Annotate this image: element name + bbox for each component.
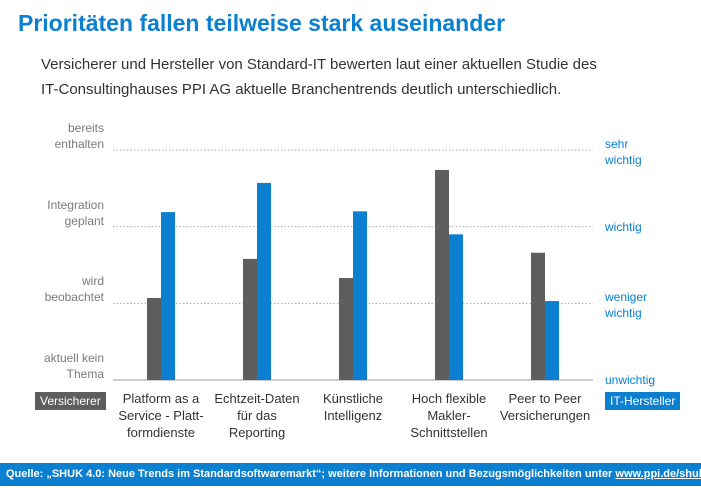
x-tick-label: Echtzeit-Daten für das Reporting [214, 391, 300, 440]
bar [161, 212, 175, 380]
bar [545, 301, 559, 380]
bar [257, 182, 271, 380]
source: Quelle: „SHUK 4.0: Neue Trends im Standa… [6, 468, 613, 480]
x-tick-label: Peer to Peer Versicherungen [499, 391, 591, 423]
y-tick-label: wird beobachtet [44, 274, 104, 305]
bar [353, 211, 367, 380]
y-tick-label: Integration geplant [47, 197, 104, 228]
y2-tick-label: sehr wichtig [605, 137, 642, 167]
y2-tick-label: wichtig [605, 219, 642, 234]
chart-title: Prioritäten fallen teilweise stark ausei… [18, 10, 506, 36]
legend-entry: Versicherer [35, 392, 106, 410]
y2-tick-label: weniger wichtig [605, 290, 648, 321]
y2-tick-label: unwichtig [605, 373, 656, 387]
y-tick-label: aktuell kein Thema [43, 351, 104, 381]
bar [435, 169, 449, 380]
bar [339, 278, 353, 380]
x-tick-label: Hoch flexible Makler- Schnittstellen [410, 391, 488, 440]
bar [531, 252, 545, 380]
bar [243, 258, 257, 380]
bar [147, 297, 161, 380]
x-tick-label: Platform as a Service - Platt- formdiens… [118, 391, 204, 440]
y-tick-label: bereits enthalten [54, 121, 104, 151]
legend-entry: IT-Hersteller [605, 392, 681, 410]
x-tick-label: Künstliche Intelligenz [323, 391, 383, 423]
chart-subtitle: Versicherer und Hersteller von Standard-… [41, 56, 597, 98]
bar [449, 234, 463, 380]
source-link[interactable]: www.ppi.de/shuk [615, 468, 701, 480]
footer: Quelle: „SHUK 4.0: Neue Trends im Standa… [0, 463, 701, 486]
